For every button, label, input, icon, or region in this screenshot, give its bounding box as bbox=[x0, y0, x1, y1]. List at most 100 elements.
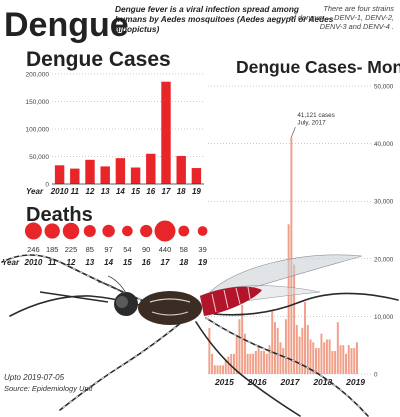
deaths-chart-title: Deaths bbox=[26, 204, 93, 226]
monthly-bar bbox=[227, 356, 230, 374]
annual-y-tick: 50,000 bbox=[29, 154, 49, 161]
monthly-bar bbox=[254, 350, 257, 374]
annual-bar bbox=[70, 168, 80, 184]
monthly-bar bbox=[353, 348, 356, 374]
deaths-value-label: 246 bbox=[27, 245, 40, 254]
deaths-value-label: 58 bbox=[180, 245, 188, 254]
annual-bar bbox=[146, 153, 156, 184]
monthly-bar bbox=[304, 302, 307, 374]
mosquito-illustration bbox=[1, 254, 399, 417]
monthly-bar bbox=[279, 342, 282, 374]
monthly-bar bbox=[295, 325, 298, 374]
description-text: Dengue fever is a viral infection spread… bbox=[115, 4, 334, 34]
deaths-value-label: 185 bbox=[46, 245, 59, 254]
monthly-bar bbox=[222, 365, 225, 374]
annual-y-tick: 150,000 bbox=[26, 99, 50, 106]
annual-y-tick: 0 bbox=[45, 182, 49, 189]
deaths-value-label: 225 bbox=[65, 245, 78, 254]
deaths-x-tick: 18 bbox=[179, 258, 188, 267]
main-title: Dengue bbox=[4, 6, 129, 44]
annual-x-tick: 19 bbox=[192, 187, 201, 196]
monthly-bar bbox=[235, 336, 238, 374]
monthly-bar bbox=[282, 348, 285, 374]
monthly-x-tick: 2015 bbox=[214, 377, 234, 387]
annual-y-tick: 100,000 bbox=[26, 127, 50, 134]
annual-bar bbox=[115, 158, 126, 184]
deaths-x-tick: 2010 bbox=[24, 258, 43, 267]
annual-y-tick: 200,000 bbox=[26, 72, 50, 79]
monthly-x-tick: 2017 bbox=[280, 377, 301, 387]
monthly-y-tick: 20,000 bbox=[374, 256, 394, 263]
deaths-x-tick: 13 bbox=[85, 258, 94, 267]
monthly-bar bbox=[232, 353, 235, 374]
monthly-bar bbox=[276, 327, 279, 374]
monthly-bar bbox=[312, 342, 315, 374]
source-note: Source: Epidemiology Unit bbox=[4, 384, 93, 393]
monthly-x-tick: 2018 bbox=[312, 377, 332, 387]
monthly-chart-title: Dengue Cases- Monthly bbox=[236, 57, 400, 77]
monthly-bar bbox=[293, 264, 296, 374]
deaths-x-tick: 17 bbox=[161, 258, 170, 267]
annual-x-tick: 12 bbox=[86, 187, 95, 196]
annual-bar bbox=[54, 165, 65, 184]
annual-x-tick: 18 bbox=[177, 187, 186, 196]
deaths-value-label: 440 bbox=[159, 245, 172, 254]
monthly-bar bbox=[342, 345, 345, 374]
deaths-x-tick: 15 bbox=[123, 258, 132, 267]
monthly-bar bbox=[325, 339, 328, 374]
monthly-bar bbox=[265, 353, 268, 374]
monthly-bar bbox=[273, 322, 276, 374]
deaths-bubble bbox=[178, 225, 190, 237]
monthly-bar bbox=[339, 345, 342, 374]
deaths-x-tick: 14 bbox=[104, 258, 113, 267]
deaths-x-label: Year bbox=[2, 258, 20, 267]
monthly-bar bbox=[263, 350, 266, 374]
annual-x-tick: 14 bbox=[116, 187, 125, 196]
monthly-bar bbox=[317, 348, 320, 374]
monthly-y-tick: 40,000 bbox=[374, 141, 394, 148]
annual-x-label: Year bbox=[26, 187, 44, 196]
monthly-bar bbox=[249, 353, 252, 374]
deaths-bubble bbox=[140, 224, 153, 238]
monthly-x-tick: 2019 bbox=[345, 377, 365, 387]
monthly-bar bbox=[290, 137, 293, 374]
monthly-bar bbox=[345, 353, 348, 374]
annual-x-tick: 11 bbox=[71, 187, 80, 196]
annual-bar bbox=[85, 159, 95, 184]
annual-x-tick: 17 bbox=[162, 187, 171, 196]
monthly-bar bbox=[355, 342, 358, 374]
monthly-bar bbox=[347, 345, 350, 374]
annual-bar bbox=[100, 166, 110, 184]
monthly-bar bbox=[320, 333, 323, 374]
annual-x-tick: 13 bbox=[101, 187, 110, 196]
monthly-y-tick: 50,000 bbox=[374, 84, 394, 91]
deaths-bubble bbox=[44, 223, 60, 239]
deaths-x-tick: 19 bbox=[198, 258, 207, 267]
deaths-value-label: 39 bbox=[198, 245, 206, 254]
deaths-bubble bbox=[122, 225, 133, 237]
deaths-bubble bbox=[62, 222, 80, 240]
monthly-bar bbox=[287, 224, 290, 374]
deaths-value-label: 97 bbox=[104, 245, 112, 254]
deaths-bubble bbox=[83, 224, 96, 238]
deaths-bubble bbox=[102, 224, 115, 238]
monthly-bar bbox=[306, 325, 309, 374]
date-note: Upto 2019-07-05 bbox=[4, 373, 65, 382]
annual-chart-title: Dengue Cases bbox=[26, 48, 171, 71]
annual-bar bbox=[191, 168, 202, 184]
monthly-bar bbox=[219, 365, 222, 374]
monthly-bar bbox=[268, 345, 271, 374]
monthly-bar bbox=[323, 342, 326, 374]
monthly-bar bbox=[331, 350, 334, 374]
monthly-bar bbox=[284, 319, 287, 374]
monthly-bar bbox=[328, 339, 331, 374]
deaths-x-tick: 11 bbox=[48, 258, 57, 267]
deaths-x-tick: 16 bbox=[142, 258, 151, 267]
peak-annotation: 41,121 cases July, 2017 bbox=[297, 112, 334, 127]
monthly-bar bbox=[252, 353, 255, 374]
monthly-bar bbox=[243, 333, 246, 374]
monthly-bar bbox=[301, 327, 304, 374]
monthly-bar bbox=[309, 339, 312, 374]
